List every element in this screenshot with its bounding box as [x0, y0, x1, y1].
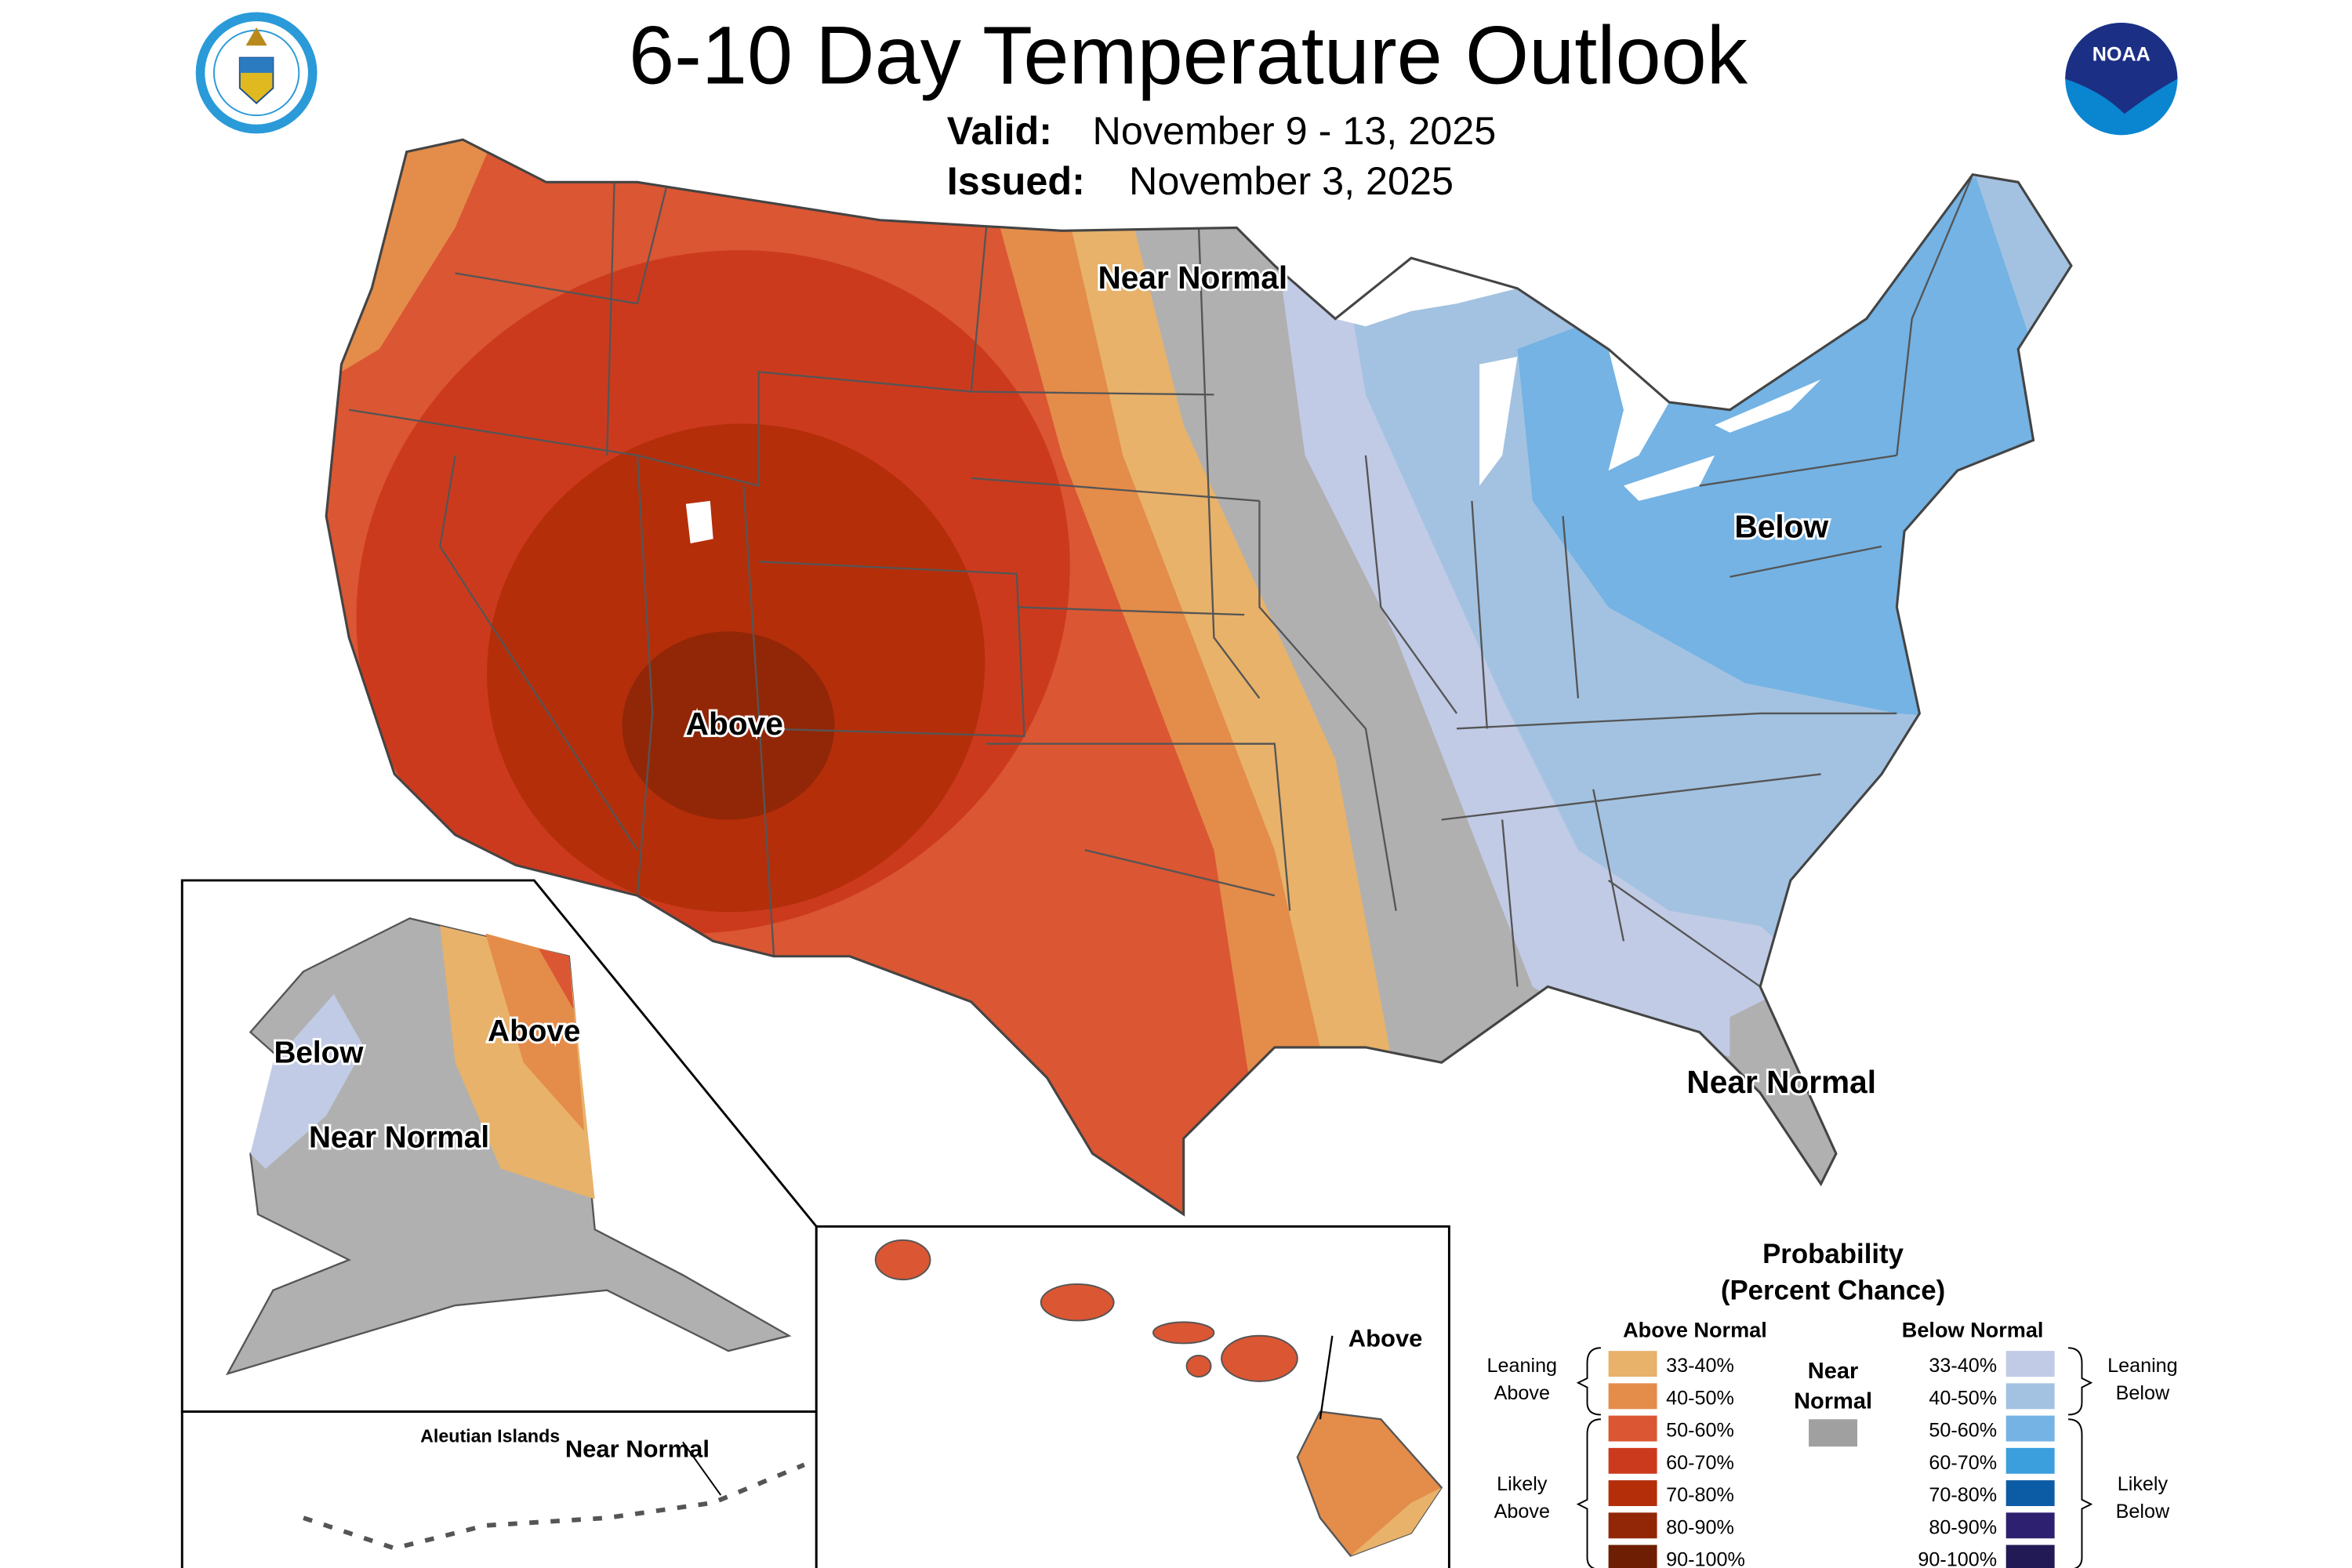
leaning-above-brace: [1576, 1347, 1601, 1416]
legend-below-header: Below Normal: [1902, 1318, 2044, 1342]
legend-above-range-4: 70-80%: [1666, 1484, 1734, 1506]
legend-above-range-5: 80-90%: [1666, 1516, 1734, 1538]
florida-near-normal: [1730, 986, 1852, 1214]
legend-below-range-0: 33-40%: [1929, 1355, 1997, 1377]
legend-below-swatch-6: [2005, 1544, 2055, 1568]
doc-seal-logo: [195, 12, 318, 134]
legend-below-range-5: 80-90%: [1929, 1516, 1997, 1538]
legend-below-swatch-1: [2005, 1383, 2055, 1410]
legend-above-range-3: 60-70%: [1666, 1452, 1734, 1474]
legend-leaning-below: Leaning Below: [2107, 1355, 2178, 1404]
legend-below-range-4: 70-80%: [1929, 1484, 1997, 1506]
hawaii-inset: Above: [815, 1225, 1450, 1568]
legend-below-swatch-2: [2005, 1415, 2055, 1442]
label-conus-below: Below: [1734, 508, 1828, 544]
legend-near-normal: Near Normal: [1794, 1359, 1872, 1414]
legend: Probability (Percent Chance) Above Norma…: [1487, 1239, 2178, 1568]
conus-outline: [325, 138, 2073, 1217]
legend-likely-below: Likely Below: [2116, 1473, 2170, 1523]
legend-below-swatch-3: [2005, 1447, 2055, 1474]
band-above-80-90: [622, 631, 835, 820]
legend-above-range-2: 50-60%: [1666, 1420, 1734, 1442]
legend-above-range-1: 40-50%: [1666, 1387, 1734, 1409]
valid-label: Valid:: [947, 108, 1052, 153]
label-florida-near-normal: Near Normal: [1686, 1064, 1876, 1100]
legend-title-1: Probability: [1762, 1239, 1904, 1269]
legend-below-swatch-0: [2005, 1351, 2055, 1377]
legend-below-range-1: 40-50%: [1929, 1387, 1997, 1409]
legend-below-swatch-4: [2005, 1480, 2055, 1507]
legend-above-swatch-2: [1608, 1415, 1657, 1442]
legend-above-swatch-1: [1608, 1383, 1657, 1410]
label-conus-near-normal: Near Normal: [1098, 260, 1287, 296]
legend-likely-above: Likely Above: [1494, 1473, 1550, 1523]
legend-title-2: (Percent Chance): [1721, 1275, 1945, 1305]
legend-below-range-6: 90-100%: [1918, 1549, 1997, 1568]
label-hawaii-above: Above: [1348, 1324, 1423, 1352]
legend-above-swatch-0: [1608, 1351, 1657, 1377]
label-aleutian-islands: Aleutian Islands: [420, 1425, 560, 1446]
legend-above-header: Above Normal: [1623, 1318, 1767, 1342]
legend-above-range-6: 90-100%: [1666, 1549, 1745, 1568]
label-alaska-near-normal: Near Normal: [309, 1121, 489, 1155]
alaska-inset: Below Above Near Normal: [180, 879, 818, 1414]
valid-value: November 9 - 13, 2025: [1093, 108, 1497, 153]
leaning-below-brace: [2068, 1347, 2093, 1416]
legend-near-normal-swatch: [1809, 1419, 1858, 1447]
legend-above-range-0: 33-40%: [1666, 1355, 1734, 1377]
page-title: 6-10 Day Temperature Outlook: [629, 9, 1748, 101]
aleutian-inset: Aleutian Islands Near Normal: [180, 1410, 818, 1568]
label-alaska-below: Below: [274, 1036, 364, 1069]
state-boundaries: [348, 174, 1974, 988]
legend-below-range-2: 50-60%: [1929, 1420, 1997, 1442]
likely-below-brace: [2068, 1418, 2093, 1568]
label-alaska-above: Above: [488, 1014, 580, 1048]
likely-above-brace: [1576, 1418, 1601, 1568]
issued-label: Issued:: [947, 158, 1085, 203]
noaa-logo: NOAA: [2065, 23, 2178, 136]
label-aleutian-near-normal: Near Normal: [565, 1436, 710, 1463]
legend-above-swatch-5: [1608, 1512, 1657, 1539]
noaa-logo-text: NOAA: [2092, 43, 2151, 65]
legend-below-range-3: 60-70%: [1929, 1452, 1997, 1474]
legend-above-swatch-6: [1608, 1544, 1657, 1568]
legend-leaning-above: Leaning Above: [1487, 1355, 1558, 1404]
label-conus-above: Above: [686, 706, 783, 742]
legend-below-swatch-5: [2005, 1512, 2055, 1539]
legend-above-swatch-3: [1608, 1447, 1657, 1474]
issued-value: November 3, 2025: [1129, 158, 1454, 203]
legend-above-swatch-4: [1608, 1480, 1657, 1507]
